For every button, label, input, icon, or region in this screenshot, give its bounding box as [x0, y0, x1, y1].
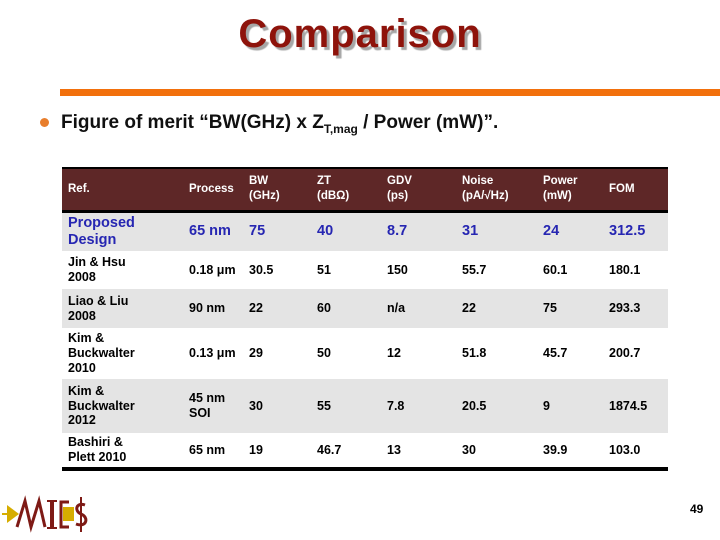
cell-zt: 46.7	[317, 442, 342, 457]
cell-fom: 200.7	[609, 346, 641, 361]
slide-title: Comparison	[238, 12, 482, 56]
cell-bw: 22	[243, 289, 311, 328]
cell-bw: 29	[249, 346, 263, 361]
cell-bw: 19	[249, 442, 263, 457]
column-header-process: Process	[183, 168, 243, 211]
fom-text-prefix: Figure of merit “BW(GHz) x Z	[61, 112, 324, 133]
table-row-bashiri-plett-2010: Bashiri & Plett 2010 65 nm 19 46.7 13 30…	[62, 433, 668, 469]
cell-ref: Kim & Buckwalter 2010	[68, 331, 135, 375]
cell-zt: 55	[311, 379, 381, 433]
fom-text-suffix: / Power (mW)”.	[357, 112, 499, 133]
cell-power: 45.7	[543, 346, 568, 361]
cell-fom: 293.3	[603, 289, 668, 328]
column-header-power: Power (mW)	[537, 168, 603, 211]
column-header-bw: BW (GHz)	[243, 168, 311, 211]
column-header-noise: Noise (pA/√Hz)	[456, 168, 537, 211]
cell-ref: Proposed Design	[62, 211, 183, 251]
cell-power: 75	[537, 289, 603, 328]
cell-ref: Jin & Hsu 2008	[68, 255, 126, 284]
cell-noise: 20.5	[456, 379, 537, 433]
table-row-kim-buckwalter-2010: Kim & Buckwalter 2010 0.13 μm 29 50 12 5…	[62, 328, 668, 379]
column-header-fom: FOM	[603, 168, 668, 211]
cell-noise: 55.7	[462, 262, 487, 277]
cell-noise: 22	[456, 289, 537, 328]
cell-power: 24	[537, 211, 603, 251]
column-header-ref: Ref.	[62, 168, 183, 211]
cell-zt: 51	[317, 262, 331, 277]
cell-fom: 103.0	[609, 442, 641, 457]
cell-bw: 75	[243, 211, 311, 251]
figure-of-merit-text: Figure of merit “BW(GHz) x ZT,mag / Powe…	[61, 111, 498, 137]
cell-gdv: 7.8	[381, 379, 456, 433]
cell-process: 0.13 μm	[189, 346, 236, 361]
cell-noise: 30	[462, 442, 476, 457]
column-header-zt: ZT (dBΩ)	[311, 168, 381, 211]
cell-zt: 60	[311, 289, 381, 328]
cell-gdv: 150	[387, 262, 408, 277]
page-number: 49	[690, 502, 704, 516]
cell-gdv: 8.7	[381, 211, 456, 251]
cell-gdv: n/a	[381, 289, 456, 328]
cell-process: 65 nm	[183, 211, 243, 251]
cell-power: 9	[537, 379, 603, 433]
comparison-table: Ref. Process BW (GHz) ZT (dBΩ) GDV (ps) …	[62, 167, 668, 471]
bullet-line: Figure of merit “BW(GHz) x ZT,mag / Powe…	[40, 111, 680, 137]
title-divider-bar	[60, 89, 720, 96]
cell-noise: 31	[456, 211, 537, 251]
cell-power: 39.9	[543, 442, 568, 457]
cell-gdv: 12	[387, 346, 401, 361]
table-row-kim-buckwalter-2012: Kim & Buckwalter 2012 45 nm SOI 30 55 7.…	[62, 379, 668, 433]
bullet-icon	[40, 118, 49, 127]
cell-ref: Kim & Buckwalter 2012	[62, 379, 183, 433]
table-row-liao-liu-2008: Liao & Liu 2008 90 nm 22 60 n/a 22 75 29…	[62, 289, 668, 328]
cell-zt: 50	[317, 346, 331, 361]
cell-gdv: 13	[387, 442, 401, 457]
cell-zt: 40	[311, 211, 381, 251]
mics-logo-icon	[2, 495, 88, 533]
table-header-row: Ref. Process BW (GHz) ZT (dBΩ) GDV (ps) …	[62, 168, 668, 211]
cell-process: 90 nm	[183, 289, 243, 328]
cell-process: 0.18 μm	[189, 262, 236, 277]
cell-bw: 30	[243, 379, 311, 433]
cell-ref: Liao & Liu 2008	[62, 289, 183, 328]
fom-subscript: T,mag	[323, 121, 358, 136]
cell-noise: 51.8	[462, 346, 487, 361]
cell-bw: 30.5	[249, 262, 274, 277]
table-row-jin-hsu-2008: Jin & Hsu 2008 0.18 μm 30.5 51 150 55.7 …	[62, 251, 668, 289]
column-header-gdv: GDV (ps)	[381, 168, 456, 211]
cell-fom: 1874.5	[603, 379, 668, 433]
cell-fom: 180.1	[609, 262, 641, 277]
table-row-proposed-design: Proposed Design 65 nm 75 40 8.7 31 24 31…	[62, 211, 668, 251]
cell-fom: 312.5	[603, 211, 668, 251]
cell-power: 60.1	[543, 262, 568, 277]
cell-ref: Bashiri & Plett 2010	[68, 435, 127, 464]
cell-process: 45 nm SOI	[183, 379, 243, 433]
cell-process: 65 nm	[189, 442, 226, 457]
